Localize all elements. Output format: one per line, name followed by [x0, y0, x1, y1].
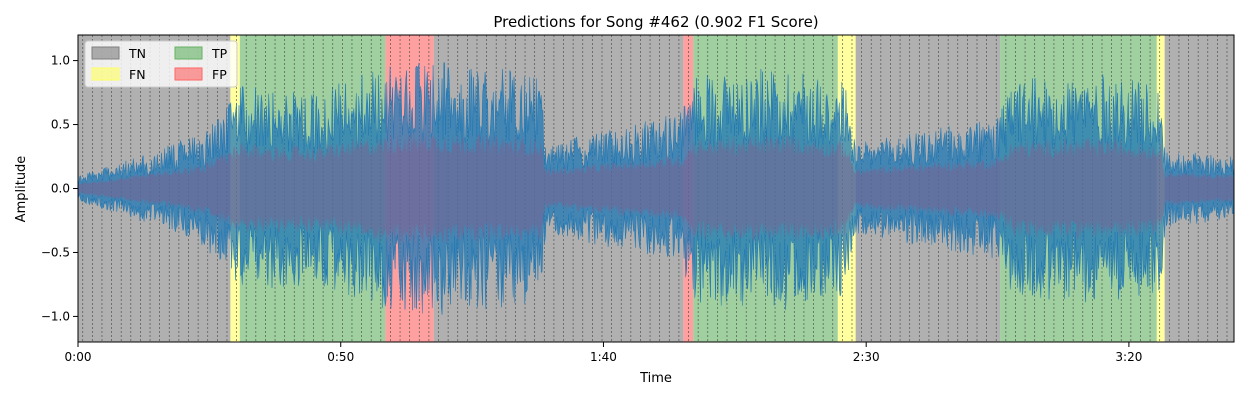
x-axis: 0:00 0:50 1:40 2:30 3:20 [65, 342, 1142, 364]
x-tick-label: 0:50 [327, 350, 354, 364]
y-axis-label: Amplitude [14, 156, 29, 223]
legend-swatch-fp [174, 67, 203, 81]
legend-label-fp: FP [212, 67, 227, 82]
waveform-layer [78, 62, 1234, 315]
x-tick-label: 0:00 [65, 350, 92, 364]
waveform-core [78, 132, 1234, 244]
y-axis: 1.0 0.5 0.0 −0.5 −1.0 [41, 54, 78, 323]
legend-swatch-tn [91, 46, 120, 60]
y-tick-label: 0.5 [51, 118, 70, 132]
legend-label-fn: FN [129, 67, 146, 82]
plot-area [78, 35, 1234, 342]
x-tick-label: 2:30 [853, 350, 880, 364]
waveform [78, 62, 1234, 315]
x-axis-label: Time [639, 371, 672, 386]
chart-title: Predictions for Song #462 (0.902 F1 Scor… [493, 13, 818, 31]
y-tick-label: 1.0 [51, 54, 70, 68]
x-tick-label: 1:40 [590, 350, 617, 364]
legend: TN FN TP FP [84, 40, 238, 88]
x-tick-label: 3:20 [1115, 350, 1142, 364]
legend-label-tp: TP [211, 46, 228, 61]
legend-swatch-fn [91, 67, 120, 81]
legend-label-tn: TN [128, 46, 146, 61]
y-tick-label: −1.0 [41, 309, 70, 323]
y-tick-label: −0.5 [41, 245, 70, 259]
y-tick-label: 0.0 [51, 182, 70, 196]
legend-swatch-tp [174, 46, 203, 60]
